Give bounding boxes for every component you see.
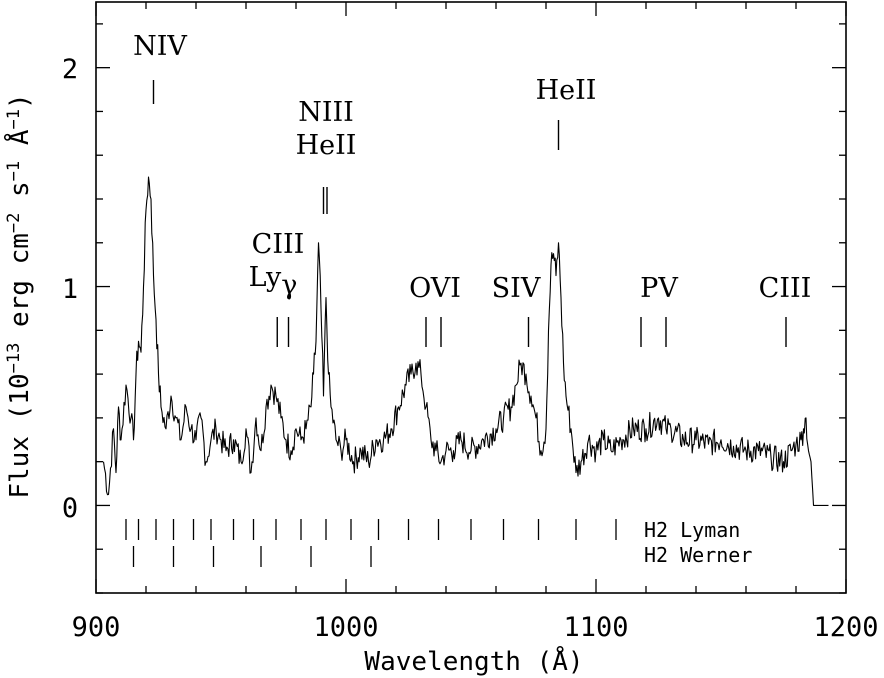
line-label-ciii-red: CIII (759, 273, 812, 304)
axis-ticks (95, 2, 847, 594)
line-label-heii: HeII (536, 75, 597, 106)
x-tick-label-1200: 1200 (813, 612, 878, 643)
line-label-pv: PV (640, 273, 678, 304)
line-label-ly-gamma: Lyγ (249, 262, 298, 301)
x-tick-label-1000: 1000 (313, 612, 378, 643)
x-tick-label-1100: 1100 (563, 612, 628, 643)
legend-h2-werner: H2 Werner (644, 543, 752, 567)
plot-frame (95, 1, 847, 594)
line-label-niii: NIII (298, 97, 354, 128)
h2-werner-markers (132, 546, 372, 567)
y-tick-label-1: 1 (62, 274, 78, 305)
spectrum-series-line (102, 176, 829, 506)
y-axis-title: Flux (10−13 erg cm−2 s−1 Å−1) (3, 93, 35, 498)
h2-lyman-markers (125, 519, 617, 540)
line-label-niv: NIV (133, 31, 187, 62)
y-tick-label-0: 0 (62, 493, 78, 524)
x-tick-label-900: 900 (72, 612, 121, 643)
x-axis-title: Wavelength (Å) (364, 645, 583, 677)
y-tick-label-2: 2 (62, 54, 78, 85)
line-label-siv: SIV (492, 273, 541, 304)
legend-h2-lyman: H2 Lyman (644, 518, 740, 542)
line-label-ciii-blue: CIII (252, 229, 305, 260)
line-id-markers (152, 80, 787, 347)
line-label-ovi: OVI (409, 273, 461, 304)
line-label-heii-blue: HeII (296, 130, 357, 161)
